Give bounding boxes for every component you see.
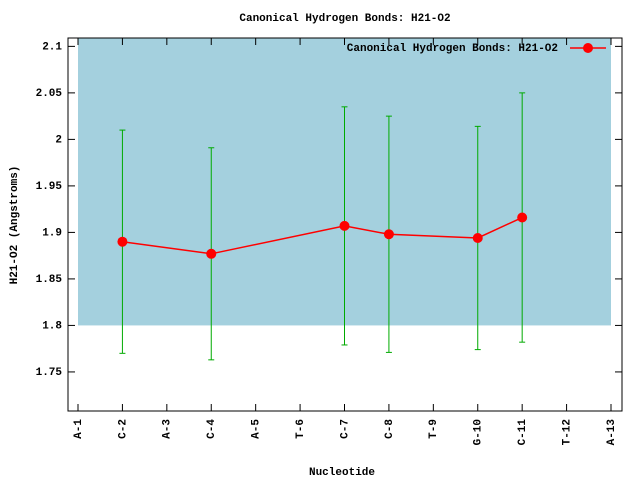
point (206, 248, 217, 259)
x-tick-label: C-4 (206, 419, 218, 439)
y-tick-label: 1.9 (42, 227, 62, 239)
point (117, 236, 128, 247)
x-tick-label: C-7 (339, 419, 351, 439)
series-line (122, 216, 523, 255)
point (517, 212, 528, 223)
x-tick-label: C-2 (117, 419, 129, 439)
point (339, 220, 350, 231)
y-tick-label: 2.1 (42, 41, 62, 53)
legend-label: Canonical Hydrogen Bonds: H21-O2 (347, 43, 558, 55)
x-tick-label: T-9 (428, 419, 440, 439)
point (472, 232, 483, 243)
y-tick-label: 1.75 (36, 367, 63, 379)
y-tick-label: 1.95 (36, 181, 63, 193)
y-tick-label: 2.05 (36, 88, 63, 100)
point (383, 229, 394, 240)
x-tick-label: A-5 (251, 419, 263, 439)
y-axis-label: H21-O2 (Angstroms) (9, 166, 21, 285)
x-tick-label: T-6 (295, 419, 307, 439)
x-tick-label: A-3 (162, 419, 174, 439)
x-tick-label: A-13 (606, 419, 618, 446)
x-tick-label: C-8 (384, 419, 396, 439)
y-tick-label: 2 (55, 134, 62, 146)
legend-marker (583, 43, 593, 53)
x-tick-label: G-10 (473, 419, 485, 445)
x-tick-label: C-11 (517, 419, 529, 446)
x-axis-label: Nucleotide (309, 467, 375, 479)
y-tick-label: 1.8 (42, 320, 62, 332)
y-tick-label: 1.85 (36, 274, 63, 286)
x-tick-label: A-1 (73, 419, 85, 439)
x-tick-label: T-12 (561, 419, 573, 445)
chart-title: Canonical Hydrogen Bonds: H21-O2 (239, 13, 450, 25)
